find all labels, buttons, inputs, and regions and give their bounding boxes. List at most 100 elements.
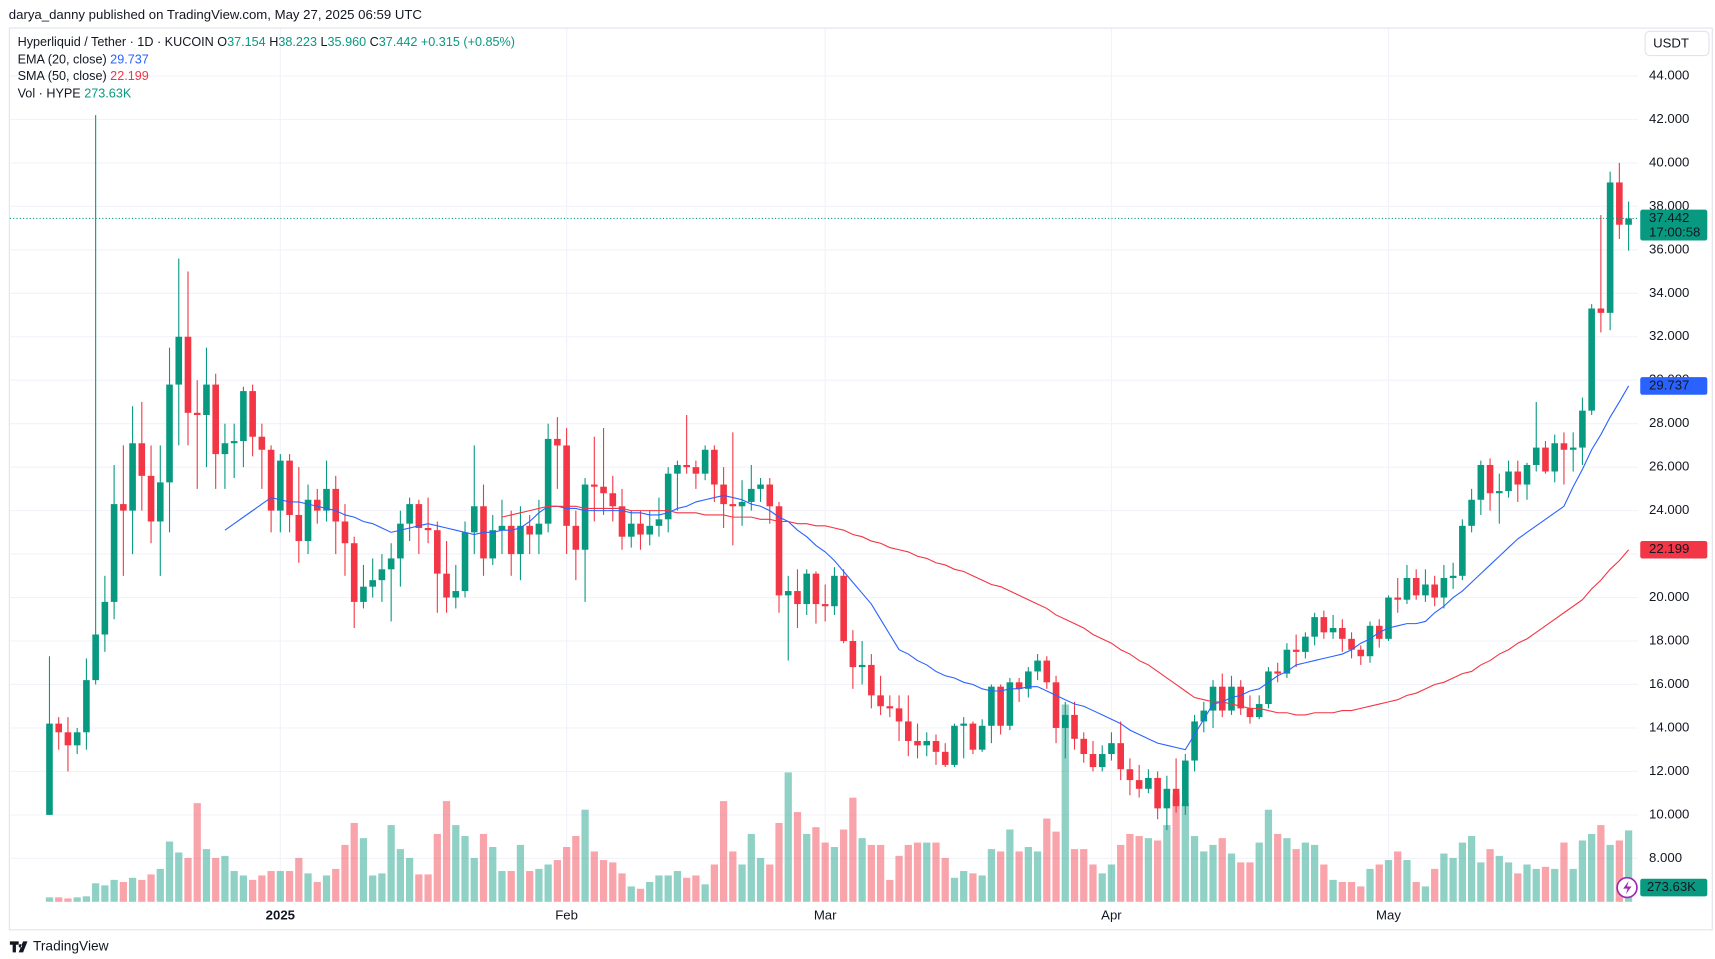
volume-bar [1301, 842, 1310, 902]
volume-bar [249, 879, 257, 902]
volume-bar [1274, 833, 1282, 902]
volume-pane [45, 704, 1633, 902]
volume-bar [729, 851, 737, 902]
candle-body [526, 525, 533, 535]
currency-button[interactable] [1644, 30, 1710, 57]
candle-body [424, 528, 432, 531]
candle-body [1588, 308, 1595, 411]
indicators [9, 217, 1639, 751]
candle-body [757, 484, 764, 489]
volume-bar [1560, 842, 1568, 902]
volume-bar [1227, 853, 1236, 902]
candle-body [452, 591, 460, 598]
volume-bar [1384, 860, 1393, 902]
volume-bar [1347, 881, 1356, 902]
candle-body [1357, 649, 1365, 657]
volume-name: Vol · HYPE [18, 87, 81, 101]
candle-body [1200, 710, 1208, 722]
candle-body [923, 740, 931, 746]
candle-body [849, 641, 857, 668]
candle-body [969, 723, 977, 750]
ohlc-value: 35.960 [328, 35, 367, 49]
volume-bar [960, 871, 968, 902]
volume-bar [1061, 704, 1069, 902]
volume-bar [1523, 864, 1531, 902]
volume-bar [978, 875, 986, 902]
volume-bar [1098, 873, 1106, 902]
candle-body [332, 488, 340, 522]
brand-logo [9, 941, 28, 953]
indicator-label-box [1640, 377, 1708, 395]
candle-body [904, 721, 912, 741]
candle-body [498, 525, 506, 531]
volume-bar [424, 874, 432, 902]
publisher-line: darya_danny published on TradingView.com… [9, 7, 423, 22]
volume-bar [1264, 809, 1273, 902]
candle-body [1098, 754, 1106, 768]
volume-bar [904, 844, 912, 902]
candle-body [1560, 443, 1568, 450]
candle-body [267, 449, 275, 511]
volume-bar [683, 877, 691, 902]
candle-body [387, 558, 395, 570]
candle-body [812, 573, 820, 605]
candle-body [1625, 218, 1632, 225]
candle-body [1108, 743, 1115, 755]
candle-body [646, 525, 654, 535]
ema-legend: EMA (20, close) 29.737 [18, 53, 149, 67]
candle-body [1209, 686, 1217, 711]
candle-body [1616, 182, 1623, 225]
volume-bar [1107, 864, 1116, 902]
candle-body [517, 525, 524, 555]
candle-body [1117, 743, 1124, 770]
candle-body [674, 464, 681, 474]
x-tick-label: Mar [814, 908, 837, 923]
candle-body [258, 436, 266, 450]
volume-bar [849, 797, 857, 902]
candle-body [600, 486, 607, 494]
volume-bar [673, 871, 682, 902]
candle-body [1237, 686, 1245, 709]
volume-bar [1366, 868, 1374, 902]
candle-body [1320, 617, 1328, 633]
volume-bar [1006, 829, 1014, 902]
candle-body [1440, 577, 1448, 598]
volume-bar [1431, 868, 1439, 902]
volume-bar [156, 868, 164, 902]
volume-bar [1144, 838, 1153, 902]
candle-body [692, 467, 700, 474]
candle-body [1025, 671, 1032, 689]
volume-bar [359, 838, 368, 902]
volume-label: 273.63K [1647, 879, 1696, 894]
candle-body [794, 591, 801, 605]
candle-body [858, 664, 866, 668]
y-tick-label: 10.000 [1649, 806, 1689, 821]
y-tick-label: 12.000 [1649, 763, 1689, 778]
volume-bar [1015, 851, 1023, 902]
volume-bar [997, 851, 1005, 902]
candle-body [1459, 525, 1466, 576]
volume-bar [618, 873, 626, 902]
volume-bar [655, 875, 663, 902]
indicator-label: 29.737 [1649, 377, 1689, 392]
y-tick-label: 40.000 [1649, 154, 1689, 169]
candle-body [1606, 182, 1614, 313]
y-tick-label: 20.000 [1649, 589, 1689, 604]
candle-body [240, 391, 247, 442]
candle-body [1394, 597, 1402, 600]
candle-body [184, 336, 192, 413]
volume-bar [341, 844, 349, 902]
currency[interactable]: USDT [1653, 35, 1689, 50]
volume-bar [92, 883, 100, 902]
candle-body [544, 438, 552, 524]
volume-bar [710, 864, 718, 902]
ohlc-key: O [217, 35, 227, 49]
symbol-legend: Hyperliquid / Tether · 1D · KUCOIN O37.1… [18, 35, 515, 49]
chart-frame [8, 27, 1713, 931]
volume-bar [701, 884, 709, 902]
candle-body [277, 460, 284, 511]
volume-bar [479, 833, 488, 902]
candle-body [978, 725, 986, 750]
candle-body [1339, 627, 1346, 639]
volume-bar [793, 812, 802, 902]
